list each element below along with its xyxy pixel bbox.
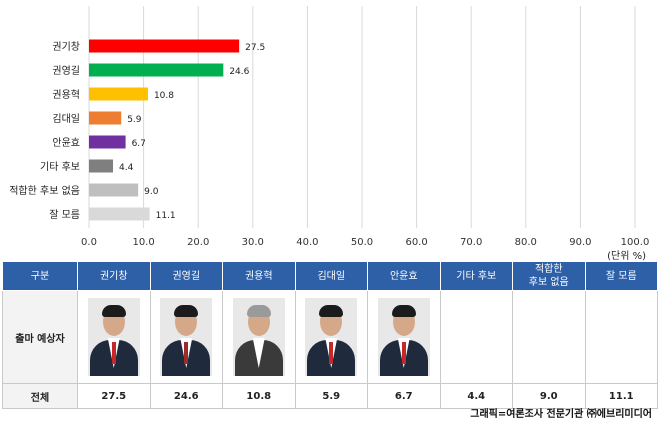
tick-label: 100.0: [621, 237, 650, 248]
total-value: 10.8: [222, 383, 296, 409]
value-label: 27.5: [245, 43, 265, 53]
bar: [89, 87, 148, 101]
bar: [89, 159, 114, 173]
header-cell: 잘 모름: [584, 262, 658, 291]
photo-row-label: 출마 예상자: [2, 290, 78, 384]
value-label: 5.9: [127, 115, 142, 125]
header-cell: 구분: [2, 262, 78, 291]
header-cell: 권영길: [149, 262, 223, 291]
value-label: 9.0: [144, 187, 159, 197]
candidate-portrait-icon: [305, 298, 358, 376]
tick-label: 90.0: [569, 237, 591, 248]
candidate-portrait-icon: [160, 298, 213, 376]
tick-label: 80.0: [515, 237, 537, 248]
total-value: 9.0: [512, 383, 586, 409]
category-label: 권기창: [52, 41, 80, 53]
photo-cell: [294, 290, 368, 384]
value-label: 4.4: [119, 163, 134, 173]
total-value: 4.4: [439, 383, 513, 409]
tick-label: 40.0: [296, 237, 318, 248]
photo-cell: [149, 290, 223, 384]
category-label: 안윤효: [52, 137, 80, 149]
value-label: 6.7: [132, 139, 146, 149]
tick-label: 70.0: [460, 237, 482, 248]
bar: [89, 39, 240, 53]
total-value: 6.7: [367, 383, 441, 409]
header-cell: 기타 후보: [439, 262, 513, 291]
total-value: 27.5: [77, 383, 151, 409]
total-value: 24.6: [149, 383, 223, 409]
tick-label: 10.0: [132, 237, 154, 248]
category-label: 권영길: [52, 64, 80, 77]
table-row: 출마 예상자: [2, 290, 658, 384]
header-cell: 안윤효: [367, 262, 441, 291]
tick-label: 20.0: [187, 237, 209, 248]
category-label: 김대일: [52, 113, 80, 125]
value-label: 10.8: [154, 91, 174, 101]
bar: [89, 63, 224, 77]
photo-cell: [367, 290, 441, 384]
table-header-row: 구분 권기창 권영길 권용혁 김대일 안윤효 기타 후보 적합한 후보 없음 잘…: [2, 262, 658, 291]
candidate-portrait-icon: [87, 298, 140, 376]
total-value: 5.9: [294, 383, 368, 409]
category-label: 권용혁: [52, 89, 80, 101]
total-row-label: 전체: [2, 383, 78, 409]
bar: [89, 135, 126, 149]
header-cell: 권용혁: [222, 262, 296, 291]
candidate-portrait-icon: [377, 298, 430, 376]
category-label: 기타 후보: [40, 161, 80, 173]
total-value: 11.1: [584, 383, 658, 409]
header-cell: 김대일: [294, 262, 368, 291]
tick-label: 50.0: [351, 237, 373, 248]
chart-value-labels: 27.5 24.6 10.8 5.9 6.7 4.4 9.0 11.1: [119, 43, 265, 221]
category-label: 잘 모름: [49, 209, 80, 221]
chart-grid: [88, 6, 636, 228]
photo-cell: [77, 290, 151, 384]
value-label: 24.6: [229, 67, 249, 77]
bar: [89, 183, 139, 197]
candidate-portrait-icon: [232, 298, 285, 376]
empty-cell: [584, 290, 658, 384]
tick-label: 0.0: [81, 237, 97, 248]
category-label: 적합한 후보 없음: [9, 184, 80, 197]
chart-bars: [89, 39, 240, 221]
empty-cell: [512, 290, 586, 384]
table-row: 전체 27.5 24.6 10.8 5.9 6.7 4.4 9.0 11.1: [2, 383, 658, 409]
tick-label: 30.0: [242, 237, 264, 248]
value-label: 11.1: [156, 211, 176, 221]
tick-label: 60.0: [405, 237, 427, 248]
chart-tick-labels: 0.0 10.0 20.0 30.0 40.0 50.0 60.0 70.0 80.0 90.0 1…: [81, 237, 649, 248]
empty-cell: [439, 290, 513, 384]
header-cell: 권기창: [77, 262, 151, 291]
bar: [89, 207, 150, 221]
unit-label: (단위 %): [607, 251, 646, 262]
header-cell: 적합한 후보 없음: [512, 262, 586, 291]
bar: [89, 111, 122, 125]
photo-cell: [222, 290, 296, 384]
results-table: 구분 권기창 권영길 권용혁 김대일 안윤효 기타 후보 적합한 후보 없음 잘…: [2, 262, 658, 409]
source-credit: 그래픽=여론조사 전문기관 ㈜에브리미디어: [470, 409, 652, 420]
